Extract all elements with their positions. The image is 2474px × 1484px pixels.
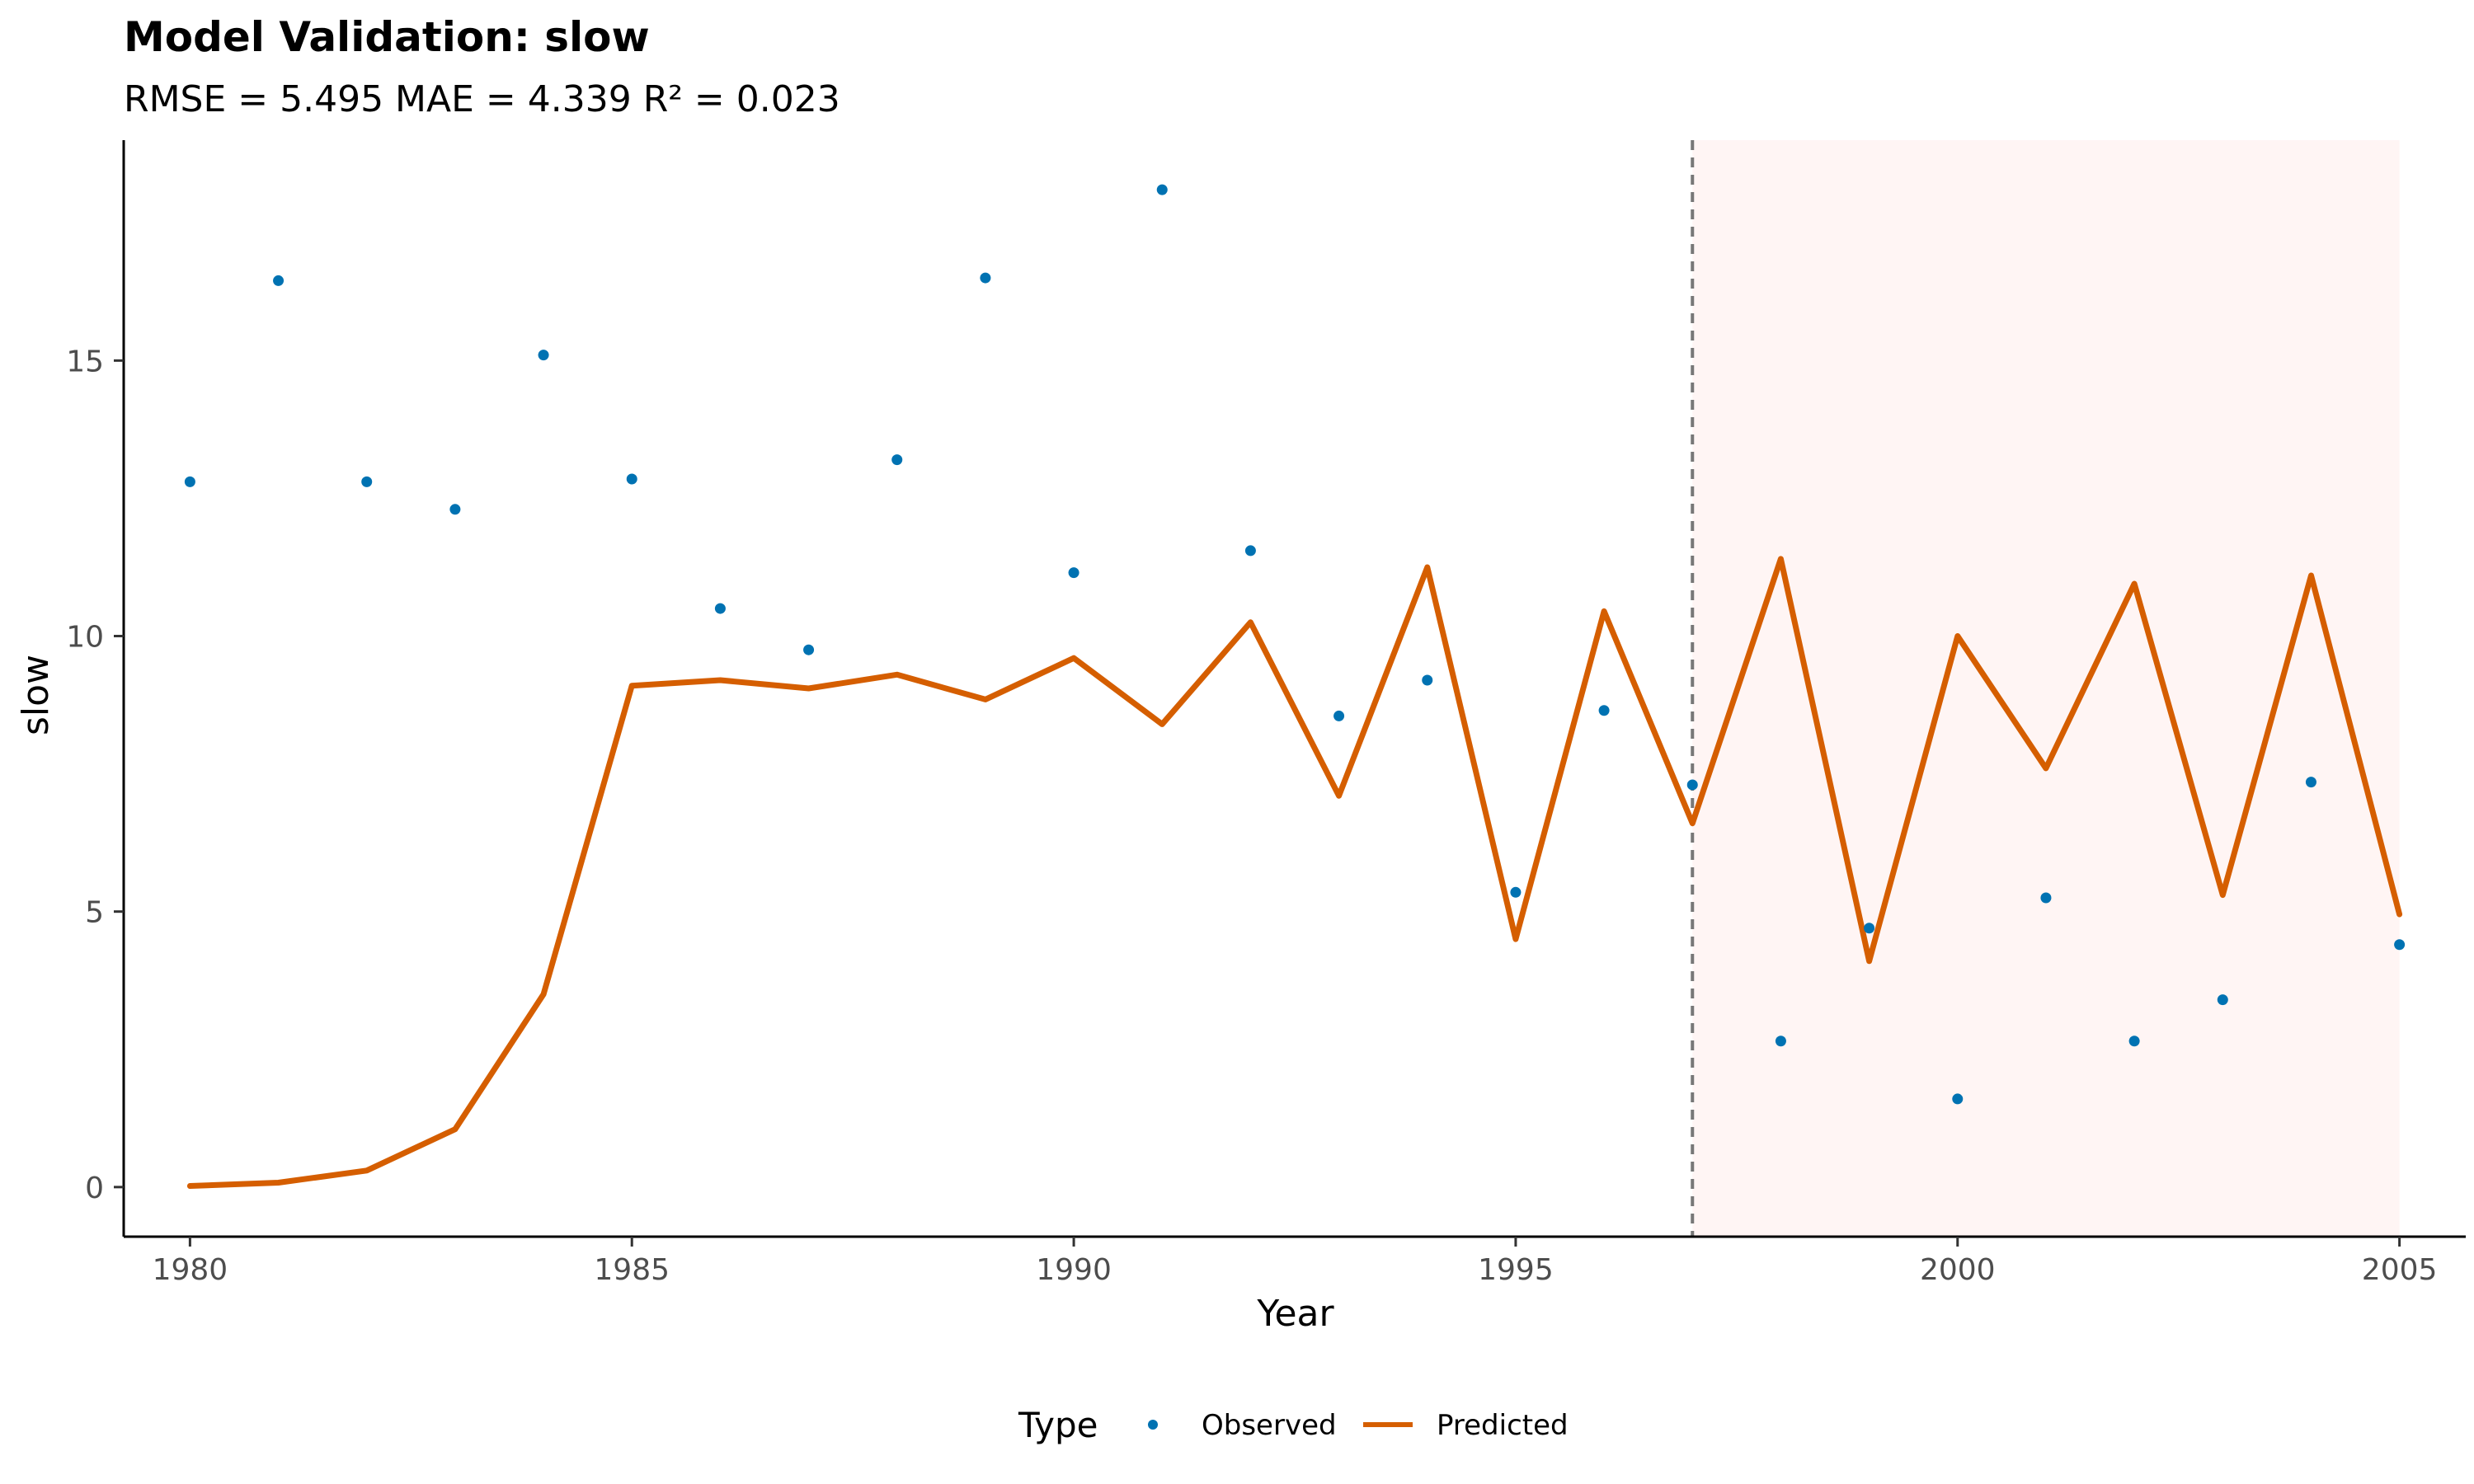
- observed-point: [1068, 567, 1079, 579]
- observed-point: [361, 476, 373, 487]
- observed-point: [1598, 705, 1610, 716]
- observed-point: [1156, 184, 1168, 195]
- y-tick-label: 0: [85, 1172, 104, 1205]
- y-tick-label: 5: [85, 896, 104, 930]
- observed-point: [538, 350, 549, 361]
- observed-point: [184, 476, 195, 487]
- x-axis-title: Year: [1256, 1293, 1334, 1335]
- observed-point: [1244, 545, 1256, 556]
- chart-title: Model Validation: slow: [124, 13, 650, 61]
- observed-point: [891, 454, 903, 466]
- x-tick-label: 1985: [594, 1253, 670, 1287]
- observed-point: [626, 473, 637, 485]
- observed-point: [803, 644, 815, 655]
- observed-point: [1775, 1036, 1786, 1047]
- observed-point: [714, 603, 726, 614]
- predicted-series-line: [186, 556, 2403, 1189]
- observed-point: [1333, 710, 1345, 721]
- x-tick-label: 2000: [1920, 1253, 1996, 1287]
- legend-key-observed: [1148, 1420, 1158, 1430]
- observed-point: [2305, 777, 2316, 788]
- observed-point: [1952, 1093, 1964, 1105]
- y-tick-label: 15: [66, 345, 104, 378]
- x-tick-label: 1990: [1036, 1253, 1112, 1287]
- y-axis-title: slow: [15, 655, 57, 735]
- x-tick-label: 1980: [153, 1253, 228, 1287]
- observed-point: [2394, 939, 2406, 951]
- observed-point: [449, 504, 461, 515]
- observed-point: [2128, 1036, 2140, 1047]
- observed-point: [2040, 892, 2052, 904]
- observed-point: [2217, 994, 2228, 1006]
- chart-subtitle: RMSE = 5.495 MAE = 4.339 R² = 0.023: [124, 78, 840, 120]
- observed-point: [1686, 779, 1698, 791]
- plot-area: 1980 1985 1990 1995 2000 2005 0 5 10 15: [66, 140, 2466, 1287]
- x-tick-label: 1995: [1478, 1253, 1554, 1287]
- observed-point: [980, 272, 991, 284]
- legend-title: Type: [1018, 1405, 1098, 1445]
- validation-region: [1692, 140, 2400, 1237]
- y-tick-label: 10: [66, 621, 104, 655]
- legend-label-observed: Observed: [1202, 1409, 1337, 1442]
- x-tick-label: 2005: [2362, 1253, 2438, 1287]
- observed-point: [1864, 923, 1875, 934]
- observed-point: [1422, 674, 1433, 686]
- observed-point: [273, 275, 285, 286]
- legend-label-predicted: Predicted: [1437, 1409, 1569, 1442]
- legend: Type Observed Predicted: [1018, 1405, 1569, 1445]
- observed-point: [1510, 886, 1522, 898]
